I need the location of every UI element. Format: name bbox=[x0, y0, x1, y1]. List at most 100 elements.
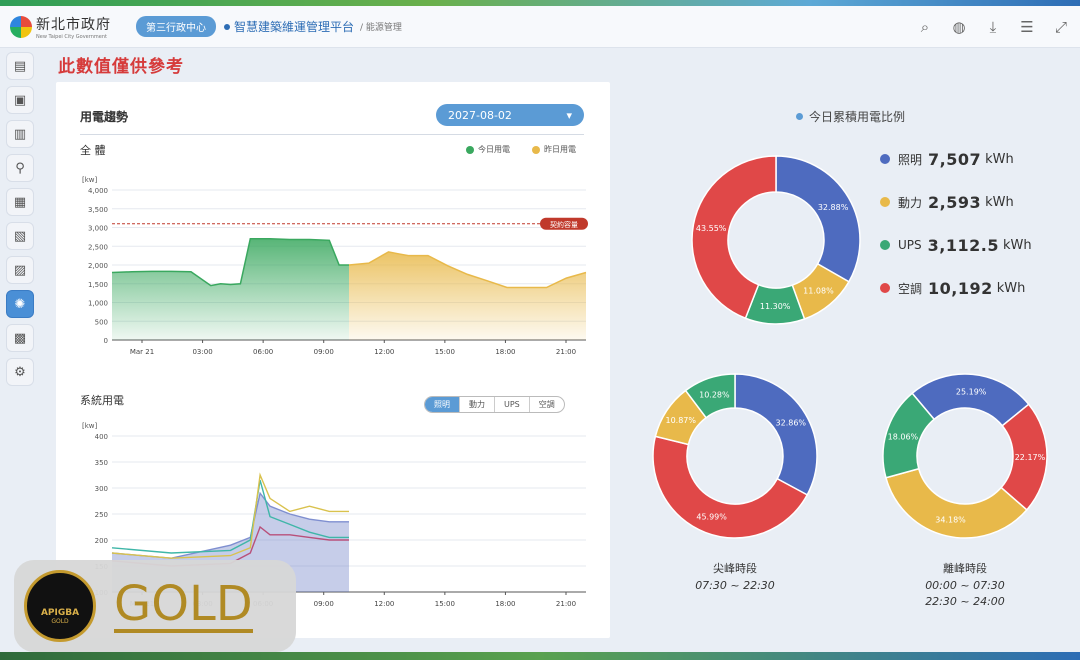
peak-time: 07:30 ~ 22:30 bbox=[695, 579, 775, 592]
series-line-2 bbox=[111, 480, 349, 554]
y-tick-label: 2,500 bbox=[88, 243, 108, 251]
ratio-legend: 照明 7,507 kWh 動力 2,593 kWh UPS 3,112.5 kW… bbox=[880, 146, 1070, 318]
platform-title[interactable]: 智慧建築維運管理平台 bbox=[234, 20, 355, 34]
sidebar-dashboard-icon[interactable]: ▤ bbox=[6, 52, 34, 80]
offpeak-donut-chart[interactable]: 25.19% 22.17% 34.18% 18.06% bbox=[875, 366, 1055, 546]
x-tick-label: 12:00 bbox=[374, 600, 394, 608]
donut-slice[interactable] bbox=[652, 435, 809, 539]
donut-slice-label: 11.08% bbox=[803, 287, 834, 296]
trend-subtitle: 全 體 bbox=[80, 144, 106, 157]
peak-label: 尖峰時段 bbox=[713, 562, 757, 575]
panel-divider bbox=[80, 134, 584, 135]
y-tick-label: 200 bbox=[95, 537, 108, 545]
download-icon[interactable]: ⤓ bbox=[989, 17, 997, 36]
contract-limit-badge bbox=[540, 217, 588, 230]
list-icon[interactable]: ☰ bbox=[1020, 17, 1034, 36]
legend-today[interactable]: 今日用電 bbox=[466, 144, 510, 155]
sidebar-calendar-icon[interactable]: ▧ bbox=[6, 222, 34, 250]
sidebar-report-icon[interactable]: ▦ bbox=[6, 188, 34, 216]
ratio-legend-aircon[interactable]: 空調 10,192 kWh bbox=[880, 275, 1070, 301]
y-tick-label: 1,500 bbox=[88, 281, 108, 289]
donut-slice[interactable] bbox=[885, 467, 1028, 539]
system-title: 系統用電 bbox=[80, 394, 124, 407]
donut-slice-label: 34.18% bbox=[935, 515, 966, 524]
expand-icon[interactable]: ⤢ bbox=[1054, 17, 1067, 36]
ratio-legend-value: 2,593 bbox=[928, 192, 982, 212]
x-tick-label: 03:00 bbox=[192, 348, 212, 356]
top-color-stripe bbox=[0, 0, 1080, 6]
series-yesterday-area bbox=[349, 251, 586, 340]
power-dot-icon bbox=[880, 197, 890, 207]
donut-slice-label: 18.06% bbox=[888, 433, 919, 442]
x-tick-label: 06:00 bbox=[253, 348, 273, 356]
search-icon[interactable]: ⌕ bbox=[920, 17, 930, 36]
breadcrumb-building[interactable]: 第三行政中心 bbox=[136, 16, 216, 37]
y-tick-label: 4,000 bbox=[88, 187, 108, 195]
y-tick-label: 300 bbox=[95, 485, 108, 493]
date-select-value: 2027-08-02 bbox=[448, 108, 512, 122]
chevron-down-icon: ▾ bbox=[566, 108, 572, 122]
trend-title: 用電趨勢 bbox=[80, 110, 129, 124]
contract-limit-label: 契約容量 bbox=[550, 220, 578, 229]
gold-award-badge: APIGBA GOLD GOLD bbox=[14, 560, 296, 652]
ratio-legend-unit: kWh bbox=[985, 194, 1014, 210]
donut-slice[interactable] bbox=[775, 155, 861, 283]
ratio-legend-ups[interactable]: UPS 3,112.5 kWh bbox=[880, 232, 1070, 258]
ratio-legend-power[interactable]: 動力 2,593 kWh bbox=[880, 189, 1070, 215]
ups-dot-icon bbox=[880, 240, 890, 250]
trend-chart[interactable]: [kw] 0 500 1,000 1,500 2,000 2,500 3,000 3,500 4,… bbox=[56, 158, 610, 378]
y-tick-label: 500 bbox=[95, 318, 108, 326]
ratio-legend-value: 3,112.5 bbox=[927, 235, 999, 255]
sidebar-file-icon[interactable]: ▩ bbox=[6, 324, 34, 352]
donut-slice-label: 22.17% bbox=[1015, 453, 1046, 462]
donut-slice[interactable] bbox=[882, 392, 936, 479]
x-tick-label: 15:00 bbox=[435, 600, 455, 608]
y-tick-label: 3,000 bbox=[88, 225, 108, 233]
ratio-donut-chart[interactable]: 32.88% 11.08% 11.30% 43.55% bbox=[676, 140, 876, 340]
tab-power[interactable]: 動力 bbox=[460, 397, 495, 412]
donut-slice-label: 11.30% bbox=[760, 302, 791, 311]
x-tick-label: 09:00 bbox=[314, 600, 334, 608]
ratio-legend-name: UPS bbox=[898, 238, 922, 252]
donut-slice-label: 25.19% bbox=[956, 387, 987, 396]
bottom-color-stripe bbox=[0, 652, 1080, 660]
sidebar-document-icon[interactable]: ▥ bbox=[6, 120, 34, 148]
lighting-dot-icon bbox=[880, 154, 890, 164]
ratio-legend-value: 10,192 bbox=[928, 278, 993, 298]
legend-today-label: 今日用電 bbox=[478, 145, 510, 154]
x-tick-label: 18:00 bbox=[495, 348, 515, 356]
x-tick-label: 12:00 bbox=[374, 348, 394, 356]
series-line-3 bbox=[111, 472, 349, 559]
y-axis-unit: [kw] bbox=[82, 422, 98, 430]
donut-slice[interactable] bbox=[684, 373, 736, 419]
peak-donut-chart[interactable]: 32.86% 45.99% 10.87% 10.28% bbox=[645, 366, 825, 546]
globe-icon[interactable]: ◍ bbox=[952, 17, 966, 36]
donut-slice-label: 10.28% bbox=[699, 390, 730, 399]
sidebar-clipboard-icon[interactable]: ▨ bbox=[6, 256, 34, 284]
ratio-legend-lighting[interactable]: 照明 7,507 kWh bbox=[880, 146, 1070, 172]
sidebar-monitor-icon[interactable]: ▣ bbox=[6, 86, 34, 114]
sidebar-energy-icon[interactable]: ✺ bbox=[6, 290, 34, 318]
x-tick-label: 09:00 bbox=[314, 348, 334, 356]
donut-slice[interactable] bbox=[691, 155, 777, 320]
ratio-legend-name: 空調 bbox=[898, 281, 923, 296]
tab-aircon[interactable]: 空調 bbox=[538, 400, 555, 409]
tab-lighting[interactable]: 照明 bbox=[425, 397, 460, 412]
y-tick-label: 250 bbox=[95, 511, 108, 519]
legend-yesterday[interactable]: 昨日用電 bbox=[532, 144, 576, 155]
ratio-legend-name: 動力 bbox=[898, 195, 923, 210]
date-select[interactable]: 2027-08-02 ▾ bbox=[436, 104, 584, 126]
sidebar: ▤ ▣ ▥ ⚲ ▦ ▧ ▨ ✺ ▩ ⚙ bbox=[6, 52, 36, 392]
ratio-legend-value: 7,507 bbox=[928, 149, 982, 169]
left-panel: 用電趨勢 2027-08-02 ▾ 全 體 今日用電 昨日用電 [kw] 0 500… bbox=[56, 82, 610, 638]
gold-text: GOLD bbox=[114, 576, 253, 633]
tab-ups[interactable]: UPS bbox=[495, 397, 530, 412]
ratio-legend-unit: kWh bbox=[1002, 237, 1032, 253]
sidebar-search-icon[interactable]: ⚲ bbox=[6, 154, 34, 182]
sidebar-settings-icon[interactable]: ⚙ bbox=[6, 358, 34, 386]
donut-slice[interactable] bbox=[734, 373, 818, 496]
award-seal-icon: APIGBA GOLD bbox=[24, 570, 96, 642]
x-tick-label: Mar 21 bbox=[130, 348, 154, 356]
city-logo[interactable]: 新北市政府 New Taipei City Government bbox=[10, 14, 130, 40]
x-tick-label: 18:00 bbox=[495, 600, 515, 608]
